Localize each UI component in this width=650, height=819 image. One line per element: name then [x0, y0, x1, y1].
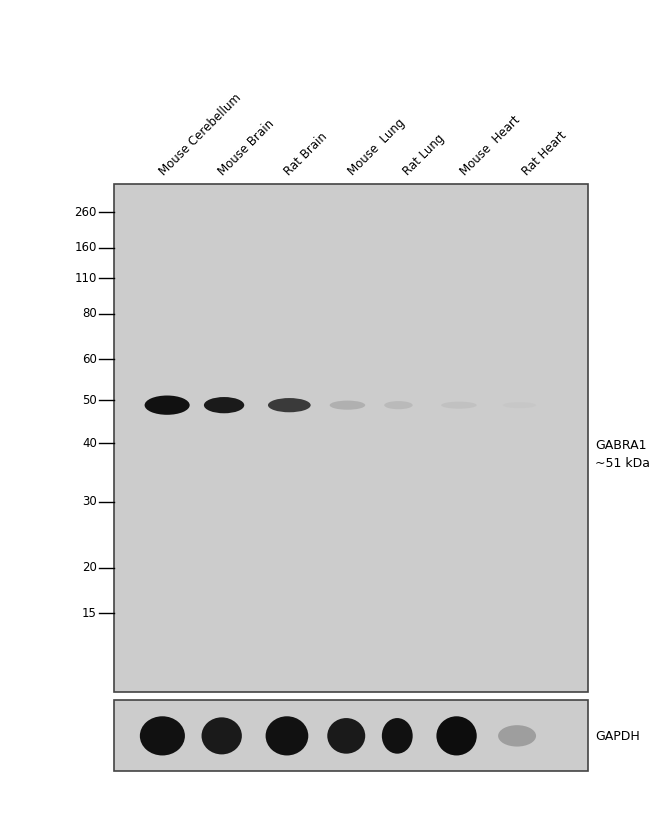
Ellipse shape	[382, 718, 413, 753]
Text: 15: 15	[82, 607, 97, 620]
Ellipse shape	[384, 401, 413, 410]
Text: Rat Lung: Rat Lung	[401, 132, 447, 178]
Ellipse shape	[441, 401, 476, 409]
Text: 110: 110	[75, 272, 97, 285]
Ellipse shape	[268, 398, 311, 412]
Text: GABRA1
~51 kDa: GABRA1 ~51 kDa	[595, 439, 650, 470]
Bar	[114, 184, 588, 692]
Text: GAPDH: GAPDH	[595, 730, 640, 743]
Text: Mouse Cerebellum: Mouse Cerebellum	[157, 91, 243, 178]
Text: Mouse  Heart: Mouse Heart	[458, 113, 523, 178]
Ellipse shape	[328, 718, 365, 753]
Text: 50: 50	[82, 394, 97, 406]
Bar	[114, 700, 588, 771]
Text: 20: 20	[82, 561, 97, 574]
Text: Rat Brain: Rat Brain	[282, 129, 330, 178]
Text: Mouse  Lung: Mouse Lung	[346, 116, 408, 178]
Ellipse shape	[266, 717, 308, 755]
Text: Mouse Brain: Mouse Brain	[216, 117, 277, 178]
Ellipse shape	[330, 400, 365, 410]
Text: 260: 260	[75, 206, 97, 219]
Ellipse shape	[436, 717, 476, 755]
Text: 80: 80	[82, 307, 97, 320]
Ellipse shape	[202, 717, 242, 754]
Ellipse shape	[144, 396, 190, 414]
Text: 30: 30	[82, 495, 97, 508]
Text: 160: 160	[75, 242, 97, 254]
Ellipse shape	[204, 397, 244, 414]
Ellipse shape	[503, 402, 536, 408]
Text: Rat Heart: Rat Heart	[519, 129, 569, 178]
Ellipse shape	[498, 725, 536, 747]
Ellipse shape	[140, 717, 185, 755]
Text: 60: 60	[82, 353, 97, 366]
Text: 40: 40	[82, 437, 97, 450]
